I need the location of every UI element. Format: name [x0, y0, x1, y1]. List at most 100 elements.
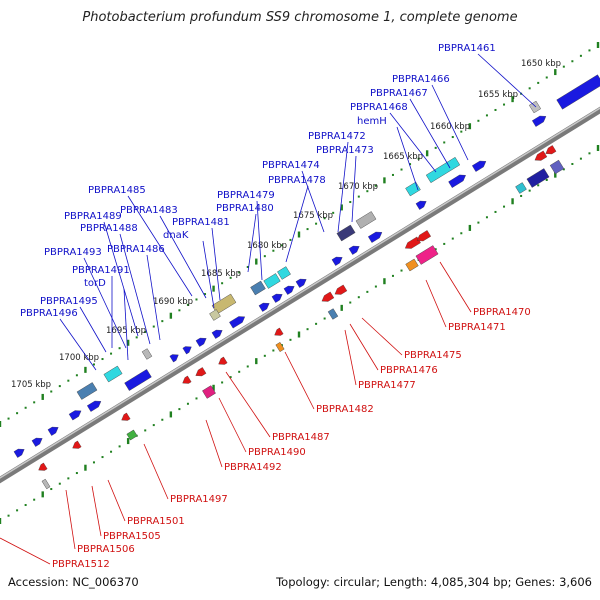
tick-mark — [460, 130, 463, 133]
tick-mark — [323, 217, 326, 220]
gene-label-minus[interactable]: PBPRA1501 — [127, 516, 185, 527]
gene-arrow — [47, 426, 59, 436]
gene-label-minus[interactable]: PBPRA1497 — [170, 494, 228, 505]
tick-mark — [357, 195, 360, 198]
gene-label-plus[interactable]: PBPRA1474 — [262, 160, 320, 171]
kbp-tick-label: 1700 kbp — [59, 353, 99, 363]
label-leader-line — [439, 261, 472, 313]
label-leader-line — [396, 126, 419, 191]
gene-arrow — [274, 327, 284, 336]
gene-label-plus[interactable]: dnaK — [163, 230, 189, 241]
gene-arrow — [283, 285, 295, 295]
tick-mark — [186, 402, 189, 405]
gene-label-plus[interactable]: torD — [84, 278, 106, 289]
gene-label-plus[interactable]: PBPRA1488 — [80, 223, 138, 234]
gene-label-minus[interactable]: PBPRA1490 — [248, 447, 306, 458]
kbp-tick-label: 1660 kbp — [430, 122, 470, 132]
gene-label-minus[interactable]: PBPRA1482 — [316, 404, 374, 415]
gene-label-minus[interactable]: PBPRA1476 — [380, 365, 438, 376]
tick-mark — [485, 216, 488, 219]
tick-mark — [16, 412, 19, 415]
gene-label-plus[interactable]: PBPRA1479 — [217, 190, 275, 201]
gene-arrow — [416, 230, 432, 242]
gene-arrow — [169, 354, 179, 363]
gene-label-plus[interactable]: PBPRA1473 — [316, 145, 374, 156]
gene-label-plus[interactable]: PBPRA1485 — [88, 185, 146, 196]
gene-arrow — [195, 367, 207, 377]
gene-label-plus[interactable]: PBPRA1483 — [120, 205, 178, 216]
kbp-tick-label: 1655 kbp — [478, 90, 518, 100]
gene-label-plus[interactable]: PBPRA1486 — [107, 244, 165, 255]
label-leader-line — [247, 213, 257, 273]
gene-label-plus[interactable]: PBPRA1468 — [350, 102, 408, 113]
tick-mark — [297, 331, 301, 338]
gene-arrow — [72, 440, 82, 449]
tick-mark — [110, 450, 113, 453]
tick-mark — [195, 397, 198, 400]
gene-arrow — [271, 293, 283, 303]
tick-mark — [161, 320, 164, 323]
gene-label-plus[interactable]: PBPRA1481 — [172, 217, 230, 228]
tick-mark — [84, 464, 87, 471]
tick-mark — [92, 363, 95, 366]
gene-feature — [336, 224, 356, 242]
tick-mark — [50, 390, 53, 393]
gene-label-plus[interactable]: hemH — [357, 116, 387, 127]
gene-arrow — [404, 236, 421, 249]
gene-label-minus[interactable]: PBPRA1506 — [77, 544, 135, 555]
tick-mark — [221, 282, 224, 285]
gene-label-minus[interactable]: PBPRA1477 — [358, 380, 416, 391]
gene-label-minus[interactable]: PBPRA1512 — [52, 559, 110, 570]
tick-mark — [263, 255, 266, 258]
kbp-tick-label: 1685 kbp — [201, 269, 241, 279]
gene-label-plus[interactable]: PBPRA1466 — [392, 74, 450, 85]
gene-label-plus[interactable]: PBPRA1478 — [268, 175, 326, 186]
tick-mark — [537, 81, 540, 84]
gene-label-plus[interactable]: PBPRA1493 — [44, 247, 102, 258]
gene-arrow — [331, 256, 343, 266]
gene-label-plus[interactable]: PBPRA1489 — [64, 211, 122, 222]
tick-mark — [186, 303, 189, 306]
gene-label-minus[interactable]: PBPRA1471 — [448, 322, 506, 333]
gene-label-plus[interactable]: PBPRA1467 — [370, 88, 428, 99]
gene-label-minus[interactable]: PBPRA1470 — [473, 307, 531, 318]
tick-mark — [349, 301, 352, 304]
gene-label-plus[interactable]: PBPRA1495 — [40, 296, 98, 307]
tick-mark — [571, 60, 574, 63]
gene-feature — [415, 245, 439, 265]
tick-mark — [255, 258, 258, 265]
map-title: Photobacterium profundum SS9 chromosome … — [82, 10, 518, 25]
gene-label-plus[interactable]: PBPRA1472 — [308, 131, 366, 142]
gene-label-plus[interactable]: PBPRA1461 — [438, 43, 496, 54]
tick-mark — [528, 189, 531, 192]
gene-label-minus[interactable]: PBPRA1487 — [272, 432, 330, 443]
gene-label-minus[interactable]: PBPRA1475 — [404, 350, 462, 361]
gene-label-plus[interactable]: PBPRA1491 — [72, 265, 130, 276]
gene-label-minus[interactable]: PBPRA1505 — [103, 531, 161, 542]
label-leader-line — [107, 479, 126, 522]
tick-mark — [110, 352, 113, 355]
gene-feature — [327, 308, 339, 320]
tick-mark — [349, 201, 352, 204]
tick-mark — [596, 145, 600, 151]
tick-mark — [246, 265, 249, 268]
tick-mark — [477, 119, 480, 122]
gene-feature — [515, 182, 527, 194]
tick-mark — [272, 249, 275, 252]
kbp-tick-label: 1690 kbp — [153, 297, 193, 307]
tick-mark — [263, 354, 266, 357]
gene-label-plus[interactable]: PBPRA1480 — [216, 203, 274, 214]
tick-mark — [545, 178, 548, 181]
tick-mark — [289, 238, 292, 241]
gene-label-plus[interactable]: PBPRA1496 — [20, 308, 78, 319]
tick-mark — [485, 114, 488, 117]
label-leader-line — [65, 489, 76, 550]
kbp-tick-label: 1680 kbp — [247, 241, 287, 251]
gene-label-minus[interactable]: PBPRA1492 — [224, 462, 282, 473]
label-leader-line — [351, 155, 357, 223]
label-leader-line — [205, 419, 223, 468]
label-leader-line — [211, 227, 221, 301]
label-leader-line — [79, 306, 107, 353]
topology-summary: Topology: circular; Length: 4,085,304 bp… — [276, 575, 592, 589]
